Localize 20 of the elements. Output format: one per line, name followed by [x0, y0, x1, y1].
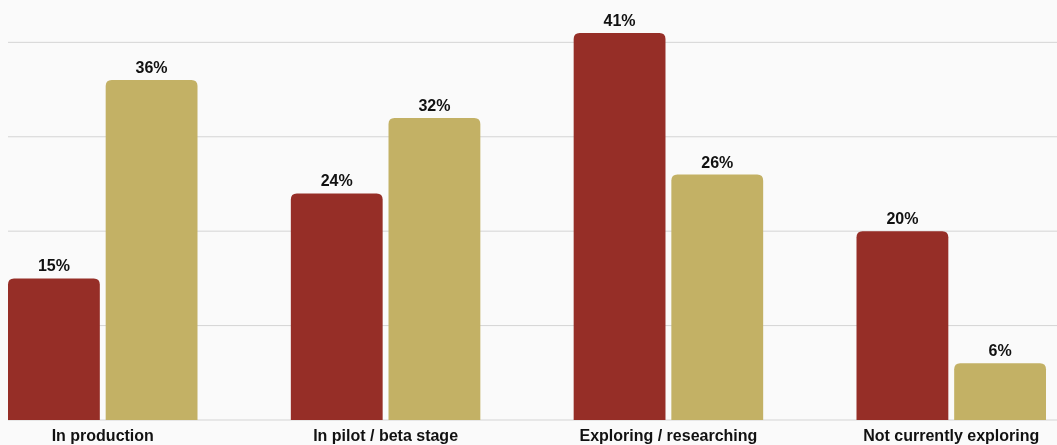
bar: [290, 193, 383, 420]
bar: [671, 174, 764, 420]
bar: [388, 117, 481, 420]
data-label: 24%: [320, 172, 353, 190]
x-tick-label: Not currently exploring: [863, 427, 1040, 444]
data-label: 6%: [988, 342, 1012, 360]
bar: [105, 80, 198, 420]
x-tick-label: In pilot / beta stage: [313, 427, 459, 444]
bar: [573, 32, 666, 420]
data-label: 36%: [135, 59, 168, 77]
data-label: 26%: [701, 153, 734, 171]
data-label: 20%: [886, 210, 919, 228]
data-label: 41%: [603, 11, 636, 29]
data-label: 15%: [37, 257, 70, 275]
x-tick-label: Exploring / researching: [579, 427, 758, 444]
bar: [954, 363, 1046, 420]
data-label: 32%: [418, 96, 451, 114]
bar: [8, 278, 100, 420]
bar: [856, 231, 949, 420]
x-tick-label: In production: [51, 427, 154, 444]
